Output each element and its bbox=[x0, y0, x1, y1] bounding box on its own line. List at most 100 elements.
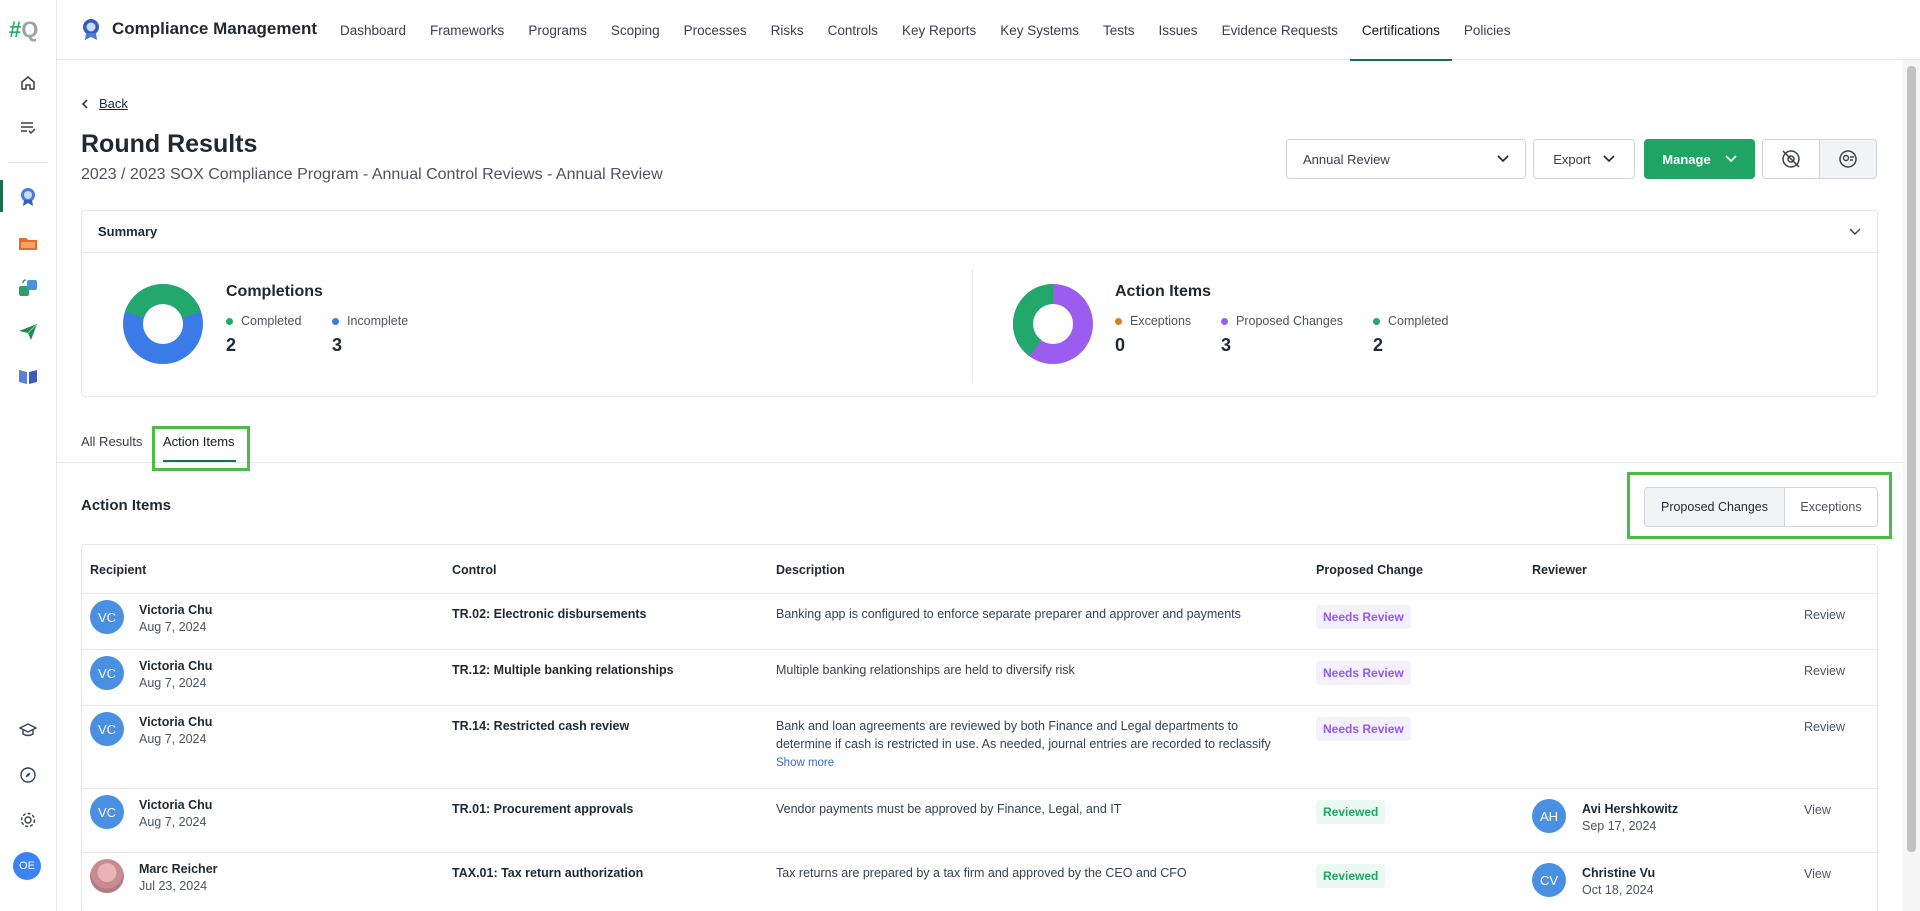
reviewer-cell: Christine Vu Oct 18, 2024 bbox=[1582, 866, 1655, 897]
learning-icon[interactable] bbox=[14, 716, 42, 744]
nav-issues[interactable]: Issues bbox=[1158, 22, 1198, 38]
summary-header[interactable]: Summary bbox=[82, 211, 1877, 253]
recipient-avatar: VC bbox=[90, 712, 124, 746]
tasks-icon[interactable] bbox=[14, 114, 42, 142]
control-name[interactable]: TR.01: Procurement approvals bbox=[452, 802, 634, 816]
left-rail: #Q OE bbox=[0, 0, 57, 911]
home-icon[interactable] bbox=[14, 69, 42, 97]
table-row[interactable]: VC Victoria Chu Aug 7, 2024 TR.14: Restr… bbox=[82, 706, 1877, 789]
incomplete-count: 3 bbox=[332, 335, 343, 355]
view-button[interactable]: View bbox=[1804, 867, 1831, 881]
completed-dot bbox=[226, 317, 233, 325]
show-more-link[interactable]: Show more bbox=[776, 757, 835, 769]
col-control[interactable]: Control bbox=[452, 563, 497, 577]
certification-badge-icon[interactable] bbox=[14, 182, 42, 210]
nav-programs[interactable]: Programs bbox=[528, 22, 587, 38]
round-select-value: Annual Review bbox=[1303, 151, 1390, 167]
table-row[interactable]: VC Victoria Chu Aug 7, 2024 TR.01: Procu… bbox=[82, 789, 1877, 853]
workflow-icon[interactable] bbox=[14, 274, 42, 302]
nav-tests[interactable]: Tests bbox=[1103, 22, 1135, 38]
completed-actions-count: 2 bbox=[1373, 335, 1384, 355]
nav-frameworks[interactable]: Frameworks bbox=[430, 22, 505, 38]
view-button[interactable]: View bbox=[1804, 803, 1831, 817]
table-header: Recipient Control Description Proposed C… bbox=[82, 545, 1877, 594]
export-button[interactable]: Export bbox=[1533, 139, 1635, 179]
reviewer-cell: Avi Hershkowitz Sep 17, 2024 bbox=[1582, 802, 1678, 833]
legend-label: Incomplete bbox=[347, 314, 409, 328]
book-icon[interactable] bbox=[14, 362, 42, 390]
col-recipient[interactable]: Recipient bbox=[90, 563, 147, 577]
rail-divider bbox=[8, 162, 48, 163]
status-badge: Reviewed bbox=[1316, 800, 1386, 824]
nav-policies[interactable]: Policies bbox=[1463, 22, 1511, 38]
nav-controls[interactable]: Controls bbox=[827, 22, 878, 38]
description-text: Vendor payments must be approved by Fina… bbox=[776, 802, 1122, 816]
description-line-1: Bank and loan agreements are reviewed by… bbox=[776, 719, 1239, 733]
manage-button[interactable]: Manage bbox=[1644, 139, 1755, 179]
back-link[interactable]: Back bbox=[81, 96, 128, 111]
folder-icon[interactable] bbox=[14, 229, 42, 257]
nav-risks[interactable]: Risks bbox=[770, 22, 804, 38]
scrollbar-thumb[interactable] bbox=[1907, 66, 1916, 852]
table-row[interactable]: VC Victoria Chu Aug 7, 2024 TR.12: Multi… bbox=[82, 650, 1877, 706]
recipient-cell: Marc Reicher Jul 23, 2024 bbox=[139, 862, 218, 893]
review-button[interactable]: Review bbox=[1804, 608, 1845, 622]
chevron-down-icon[interactable] bbox=[1849, 228, 1861, 236]
nav-key-reports[interactable]: Key Reports bbox=[901, 22, 977, 38]
nav-key-systems[interactable]: Key Systems bbox=[1000, 22, 1080, 38]
action-items-table: Recipient Control Description Proposed C… bbox=[81, 544, 1878, 911]
col-reviewer[interactable]: Reviewer bbox=[1532, 563, 1587, 577]
round-select[interactable]: Annual Review bbox=[1286, 139, 1526, 179]
table-row[interactable]: VC Victoria Chu Aug 7, 2024 TR.02: Elect… bbox=[82, 594, 1877, 650]
status-cell: Needs Review bbox=[1316, 605, 1411, 629]
send-icon[interactable] bbox=[14, 318, 42, 346]
active-tab-underline bbox=[163, 460, 236, 462]
back-label: Back bbox=[99, 96, 128, 111]
summary-card: Summary Completions Completed 2 Incomple… bbox=[81, 210, 1878, 397]
completions-donut-chart bbox=[123, 284, 203, 364]
recipient-date: Aug 7, 2024 bbox=[139, 815, 207, 829]
highlight-box bbox=[152, 426, 250, 471]
chevron-left-icon bbox=[81, 98, 88, 109]
control-name[interactable]: TR.02: Electronic disbursements bbox=[452, 607, 647, 621]
settings-gear-icon[interactable] bbox=[14, 806, 42, 834]
control-name[interactable]: TR.12: Multiple banking relationships bbox=[452, 663, 674, 677]
nav-processes[interactable]: Processes bbox=[683, 22, 747, 38]
status-cell: Needs Review bbox=[1316, 717, 1411, 741]
logo-q: Q bbox=[21, 17, 39, 42]
description-line-2: determine if cash is restricted in use. … bbox=[776, 737, 1271, 751]
control-name[interactable]: TAX.01: Tax return authorization bbox=[452, 866, 644, 880]
main-content: Back Round Results 2023 / 2023 SOX Compl… bbox=[57, 60, 1903, 911]
view-icon-group bbox=[1762, 139, 1877, 179]
nav-scoping[interactable]: Scoping bbox=[610, 22, 660, 38]
review-button[interactable]: Review bbox=[1804, 664, 1845, 678]
nav-evidence-requests[interactable]: Evidence Requests bbox=[1221, 22, 1338, 38]
recipient-name: Marc Reicher bbox=[139, 862, 218, 876]
compass-icon[interactable] bbox=[14, 761, 42, 789]
col-proposed-change[interactable]: Proposed Change bbox=[1316, 563, 1423, 577]
brand[interactable]: Compliance Management bbox=[80, 17, 317, 41]
user-avatar[interactable]: OE bbox=[13, 852, 41, 880]
hide-icon[interactable] bbox=[1763, 140, 1819, 178]
status-badge: Reviewed bbox=[1316, 864, 1386, 888]
app-logo[interactable]: #Q bbox=[9, 17, 49, 45]
control-name[interactable]: TR.14: Restricted cash review bbox=[452, 719, 630, 733]
review-button[interactable]: Review bbox=[1804, 720, 1845, 734]
legend-label: Proposed Changes bbox=[1236, 314, 1344, 328]
col-description[interactable]: Description bbox=[776, 563, 845, 577]
nav-certifications[interactable]: Certifications bbox=[1349, 0, 1452, 61]
user-view-icon[interactable] bbox=[1819, 140, 1876, 178]
completed-count: 2 bbox=[226, 335, 237, 355]
chevron-down-icon bbox=[1603, 155, 1615, 163]
tab-all-results[interactable]: All Results bbox=[81, 434, 143, 449]
section-title: Action Items bbox=[81, 497, 172, 514]
description-text: Banking app is configured to enforce sep… bbox=[776, 607, 1241, 621]
highlight-box bbox=[1627, 472, 1892, 539]
toggle-exceptions[interactable]: Exceptions bbox=[1800, 500, 1862, 514]
nav-dashboard[interactable]: Dashboard bbox=[340, 22, 407, 38]
toggle-proposed-changes[interactable]: Proposed Changes bbox=[1645, 488, 1785, 526]
table-row[interactable]: Marc Reicher Jul 23, 2024 TAX.01: Tax re… bbox=[82, 853, 1877, 911]
tab-action-items[interactable]: Action Items bbox=[163, 434, 235, 449]
action-items-stats: Action Items Exceptions 0 Proposed Chang… bbox=[1115, 283, 1448, 356]
top-navigation: Compliance Management Dashboard Framewor… bbox=[57, 0, 1920, 61]
